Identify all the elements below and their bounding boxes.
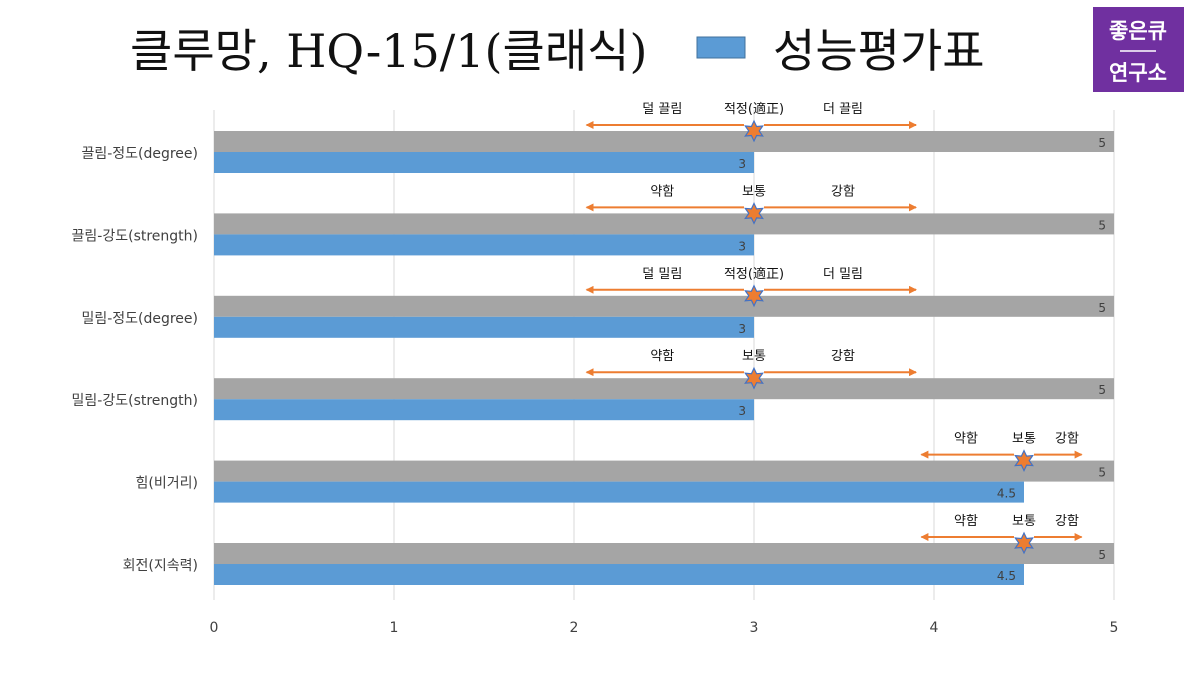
- max-bar-value-label: 5: [1098, 383, 1106, 397]
- x-tick-label: 5: [1110, 620, 1119, 636]
- annotation-left-label: 약함: [954, 432, 978, 447]
- score-bar: [214, 316, 754, 338]
- annotation-center-label: 보통: [1012, 432, 1036, 447]
- annotation-right-label: 강함: [831, 349, 855, 364]
- annotation-right-label: 더 밀림: [823, 267, 863, 282]
- score-bar: [214, 481, 1024, 503]
- score-bar: [214, 152, 754, 173]
- score-bar-value-label: 3: [738, 322, 746, 336]
- score-bar-value-label: 3: [738, 239, 746, 253]
- category-label: 끌림-정도(degree): [81, 146, 198, 162]
- x-tick-label: 3: [750, 620, 759, 636]
- annotation-center-label: 적정(適正): [724, 101, 784, 117]
- gridlines: [213, 110, 1115, 600]
- annotation-right-label: 강함: [831, 184, 855, 199]
- annotation-center-label: 보통: [1012, 514, 1036, 529]
- star-marker: [744, 284, 764, 308]
- max-bar-value-label: 5: [1098, 301, 1106, 315]
- max-bar-value-label: 5: [1098, 548, 1106, 562]
- max-bar-value-label: 5: [1098, 466, 1106, 480]
- annotation-right-label: 강함: [1055, 514, 1079, 529]
- x-tick-label: 0: [210, 620, 219, 636]
- bars: 5 3 5 3 5 3 5 3 5 4.5 5 4.5: [214, 131, 1114, 585]
- max-bar: [214, 213, 1114, 235]
- brand-logo: 좋은큐 연구소: [1093, 7, 1184, 92]
- logo-background: [1093, 7, 1184, 92]
- star-marker: [744, 366, 764, 390]
- annotation-center-label: 보통: [742, 184, 766, 199]
- max-bar: [214, 543, 1114, 564]
- annotation-right-label: 강함: [1055, 432, 1079, 447]
- annotation-left-label: 약함: [954, 514, 978, 529]
- annotation-left-label: 덜 밀림: [642, 267, 682, 282]
- category-labels: 끌림-정도(degree) 끌림-강도(strength) 밀림-정도(degree…: [72, 146, 198, 574]
- legend-swatch: [696, 36, 746, 59]
- max-bar: [214, 131, 1114, 152]
- annotation-left-label: 약함: [650, 184, 674, 199]
- star-marker: [744, 201, 764, 225]
- x-tick-label: 2: [570, 620, 579, 636]
- score-bar-value-label: 3: [738, 404, 746, 418]
- annotation-left-label: 약함: [650, 349, 674, 364]
- logo-line1: 좋은큐: [1109, 19, 1167, 43]
- star-marker: [1014, 531, 1034, 555]
- max-bar-value-label: 5: [1098, 218, 1106, 232]
- category-label: 밀림-정도(degree): [81, 311, 198, 327]
- score-bar-value-label: 4.5: [997, 569, 1016, 583]
- star-marker: [744, 119, 764, 143]
- score-bar-value-label: 4.5: [997, 487, 1016, 501]
- max-bar-value-label: 5: [1098, 136, 1106, 150]
- category-label: 회전(지속력): [123, 558, 198, 574]
- annotation-right-label: 더 끌림: [823, 102, 863, 117]
- logo-line2: 연구소: [1109, 61, 1167, 85]
- category-label: 힘(비거리): [136, 476, 198, 492]
- x-tick-label: 1: [390, 620, 399, 636]
- max-bar: [214, 378, 1114, 400]
- category-label: 밀림-강도(strength): [72, 393, 198, 409]
- annotation-center-label: 적정(適正): [724, 266, 784, 282]
- legend-label: 성능평가표: [773, 24, 985, 78]
- x-tick-label: 4: [930, 620, 939, 636]
- annotation-left-label: 덜 끌림: [642, 102, 682, 117]
- score-bar: [214, 564, 1024, 585]
- score-bar: [214, 234, 754, 256]
- star-marker: [1014, 449, 1034, 473]
- score-bar-value-label: 3: [738, 157, 746, 171]
- chart-title: 클루망, HQ-15/1(클래식): [130, 24, 647, 78]
- max-bar: [214, 295, 1114, 317]
- category-label: 끌림-강도(strength): [72, 228, 198, 244]
- score-bar: [214, 399, 754, 421]
- annotation-center-label: 보통: [742, 349, 766, 364]
- x-axis-ticks: 0 1 2 3 4 5: [210, 620, 1119, 636]
- max-bar: [214, 460, 1114, 482]
